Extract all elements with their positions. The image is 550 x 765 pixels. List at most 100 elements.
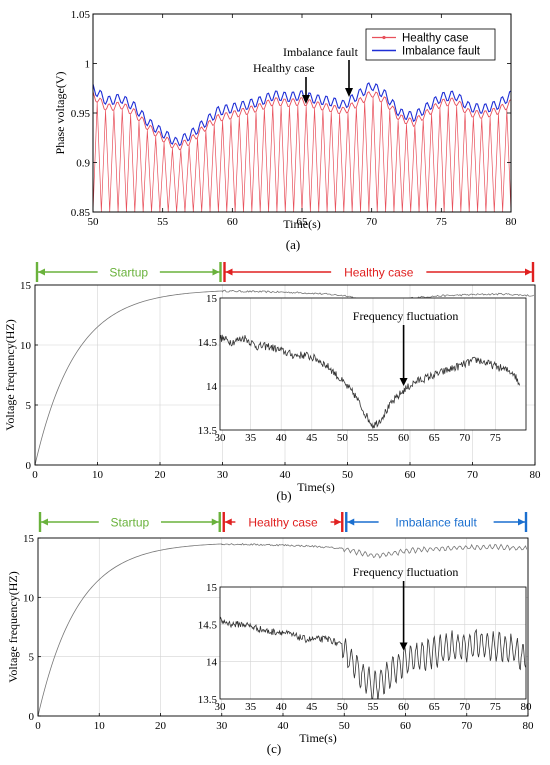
panel-c: Startup Healthy case Imbalance fault 0 10 20 3…	[6, 512, 534, 756]
phase-arrow-right	[334, 518, 342, 526]
inset-x-tick-label: 45	[306, 701, 318, 713]
inset-y-tick-label: 13.5	[198, 694, 218, 706]
phase-bar-healthy-case: Healthy case	[223, 262, 535, 282]
y-tick-label: 0.85	[71, 207, 91, 219]
series-voltage-frequency	[35, 289, 534, 465]
inset-x-tick-label: 30	[215, 432, 227, 444]
legend-healthy-label: Healthy case	[402, 33, 468, 45]
panel-caption: (c)	[267, 741, 281, 756]
x-tick-label: 50	[88, 216, 100, 228]
series-healthy-envelope	[93, 91, 511, 151]
x-tick-label: 30	[216, 720, 228, 732]
phase-bar-startup: Startup	[38, 512, 221, 532]
inset-y-tick-label: 15	[206, 582, 218, 594]
inset-x-tick-label: 70	[459, 701, 471, 713]
phase-arrow-right	[212, 268, 220, 276]
x-tick-label: 60	[400, 720, 412, 732]
x-tick-label: 80	[530, 469, 542, 481]
y-tick-label: 0	[29, 711, 35, 723]
y-tick-label: 1.05	[71, 9, 91, 21]
y-tick-label: 1	[85, 59, 91, 71]
x-tick-label: 80	[506, 216, 518, 228]
panel-b: Startup Healthy case 0 10 20 30 40 50 60 70 80 0 5 10…	[3, 262, 541, 503]
inset-x-tick-label: 65	[429, 432, 441, 444]
annotation-healthy-arrowhead	[302, 95, 310, 104]
inset-x-tick-label: 30	[215, 701, 227, 713]
phase-label: Startup	[111, 516, 150, 530]
inset-frame	[219, 586, 527, 700]
x-tick-label: 30	[217, 469, 229, 481]
y-tick-label: 15	[23, 533, 35, 545]
inset-x-tick-label: 60	[398, 432, 410, 444]
phase-arrow-right	[518, 518, 525, 526]
y-tick-label: 5	[26, 400, 32, 412]
x-tick-label: 65	[297, 216, 309, 228]
phase-arrow-left	[225, 268, 233, 276]
phase-arrow-left	[224, 518, 232, 526]
inset-y-tick-label: 14	[206, 381, 218, 393]
x-tick-label: 40	[280, 469, 292, 481]
y-tick-label: 15	[20, 280, 32, 292]
y-axis-label: Voltage frequency(HZ)	[6, 571, 20, 682]
inset-y-tick-label: 13.5	[198, 425, 218, 437]
legend-healthy-marker	[382, 35, 386, 40]
x-tick-label: 60	[227, 216, 239, 228]
inset-x-tick-label: 55	[368, 701, 380, 713]
phase-label: Startup	[109, 266, 148, 280]
panel-a-caption: (a)	[286, 237, 300, 252]
annotation-arrowhead	[399, 378, 408, 386]
phase-bar-startup: Startup	[35, 262, 222, 282]
phase-label: Imbalance fault	[395, 516, 477, 530]
series-voltage-frequency	[38, 542, 528, 716]
phase-arrow-right	[211, 518, 219, 526]
x-tick-label: 50	[339, 720, 351, 732]
x-tick-label: 80	[523, 720, 535, 732]
annotation-arrowhead	[399, 642, 408, 651]
legend-imbalance-label: Imbalance fault	[402, 46, 481, 58]
series-healthy-case	[93, 97, 511, 212]
phase-arrow-right	[525, 268, 532, 276]
panel-a: 50 55 60 65 70 75 80 0.85 0.9 0.95 1 1.05 Time(s) P…	[53, 9, 517, 252]
y-tick-label: 0.9	[76, 158, 90, 170]
inset-x-tick-label: 40	[276, 701, 288, 713]
x-tick-label: 20	[155, 469, 167, 481]
x-tick-label: 55	[157, 216, 169, 228]
x-tick-label: 0	[32, 469, 38, 481]
inset-x-tick-label: 65	[429, 701, 441, 713]
phase-bar-healthy-case: Healthy case	[222, 512, 344, 532]
annotation-imbalance-arrowhead	[345, 88, 353, 97]
inset-frame	[219, 297, 527, 431]
x-tick-label: 0	[35, 720, 41, 732]
inset-x-tick-label: 35	[245, 701, 257, 713]
inset-x-tick-label: 40	[276, 432, 288, 444]
panel-a-xlabel: Time(s)	[283, 217, 321, 231]
inset-y-tick-label: 14	[206, 657, 218, 669]
annotation-frequency-fluctuation: Frequency fluctuation	[353, 309, 459, 323]
inset-x-tick-label: 60	[398, 701, 410, 713]
phase-arrow-left	[41, 518, 48, 526]
inset-x-tick-label: 70	[459, 432, 471, 444]
phase-label: Healthy case	[248, 516, 318, 530]
x-tick-label: 10	[94, 720, 106, 732]
inset-plot: 30 35 40 45 50 55 60 65 70 75 80 13.5 14 14.5 15 Freque…	[198, 565, 532, 713]
panel-a-ylabel: Phase voltage(V)	[53, 72, 67, 155]
legend-box	[365, 28, 496, 61]
inset-series	[220, 616, 526, 699]
inset-y-tick-label: 14.5	[198, 619, 218, 631]
y-tick-label: 0.95	[71, 108, 91, 120]
x-tick-label: 20	[155, 720, 167, 732]
y-tick-label: 10	[20, 340, 32, 352]
annotation-healthy-case: Healthy case	[253, 61, 315, 75]
panel-caption: (b)	[276, 488, 291, 503]
x-axis-label: Time(s)	[297, 480, 335, 494]
phase-label: Healthy case	[344, 266, 414, 280]
series-imbalance-fault	[93, 82, 511, 147]
y-tick-label: 10	[23, 592, 35, 604]
inset-y-tick-label: 14.5	[198, 337, 218, 349]
x-tick-label: 10	[92, 469, 104, 481]
phase-arrow-left	[38, 268, 45, 276]
x-tick-label: 50	[342, 469, 354, 481]
x-tick-label: 60	[405, 469, 417, 481]
y-tick-label: 0	[26, 460, 32, 472]
